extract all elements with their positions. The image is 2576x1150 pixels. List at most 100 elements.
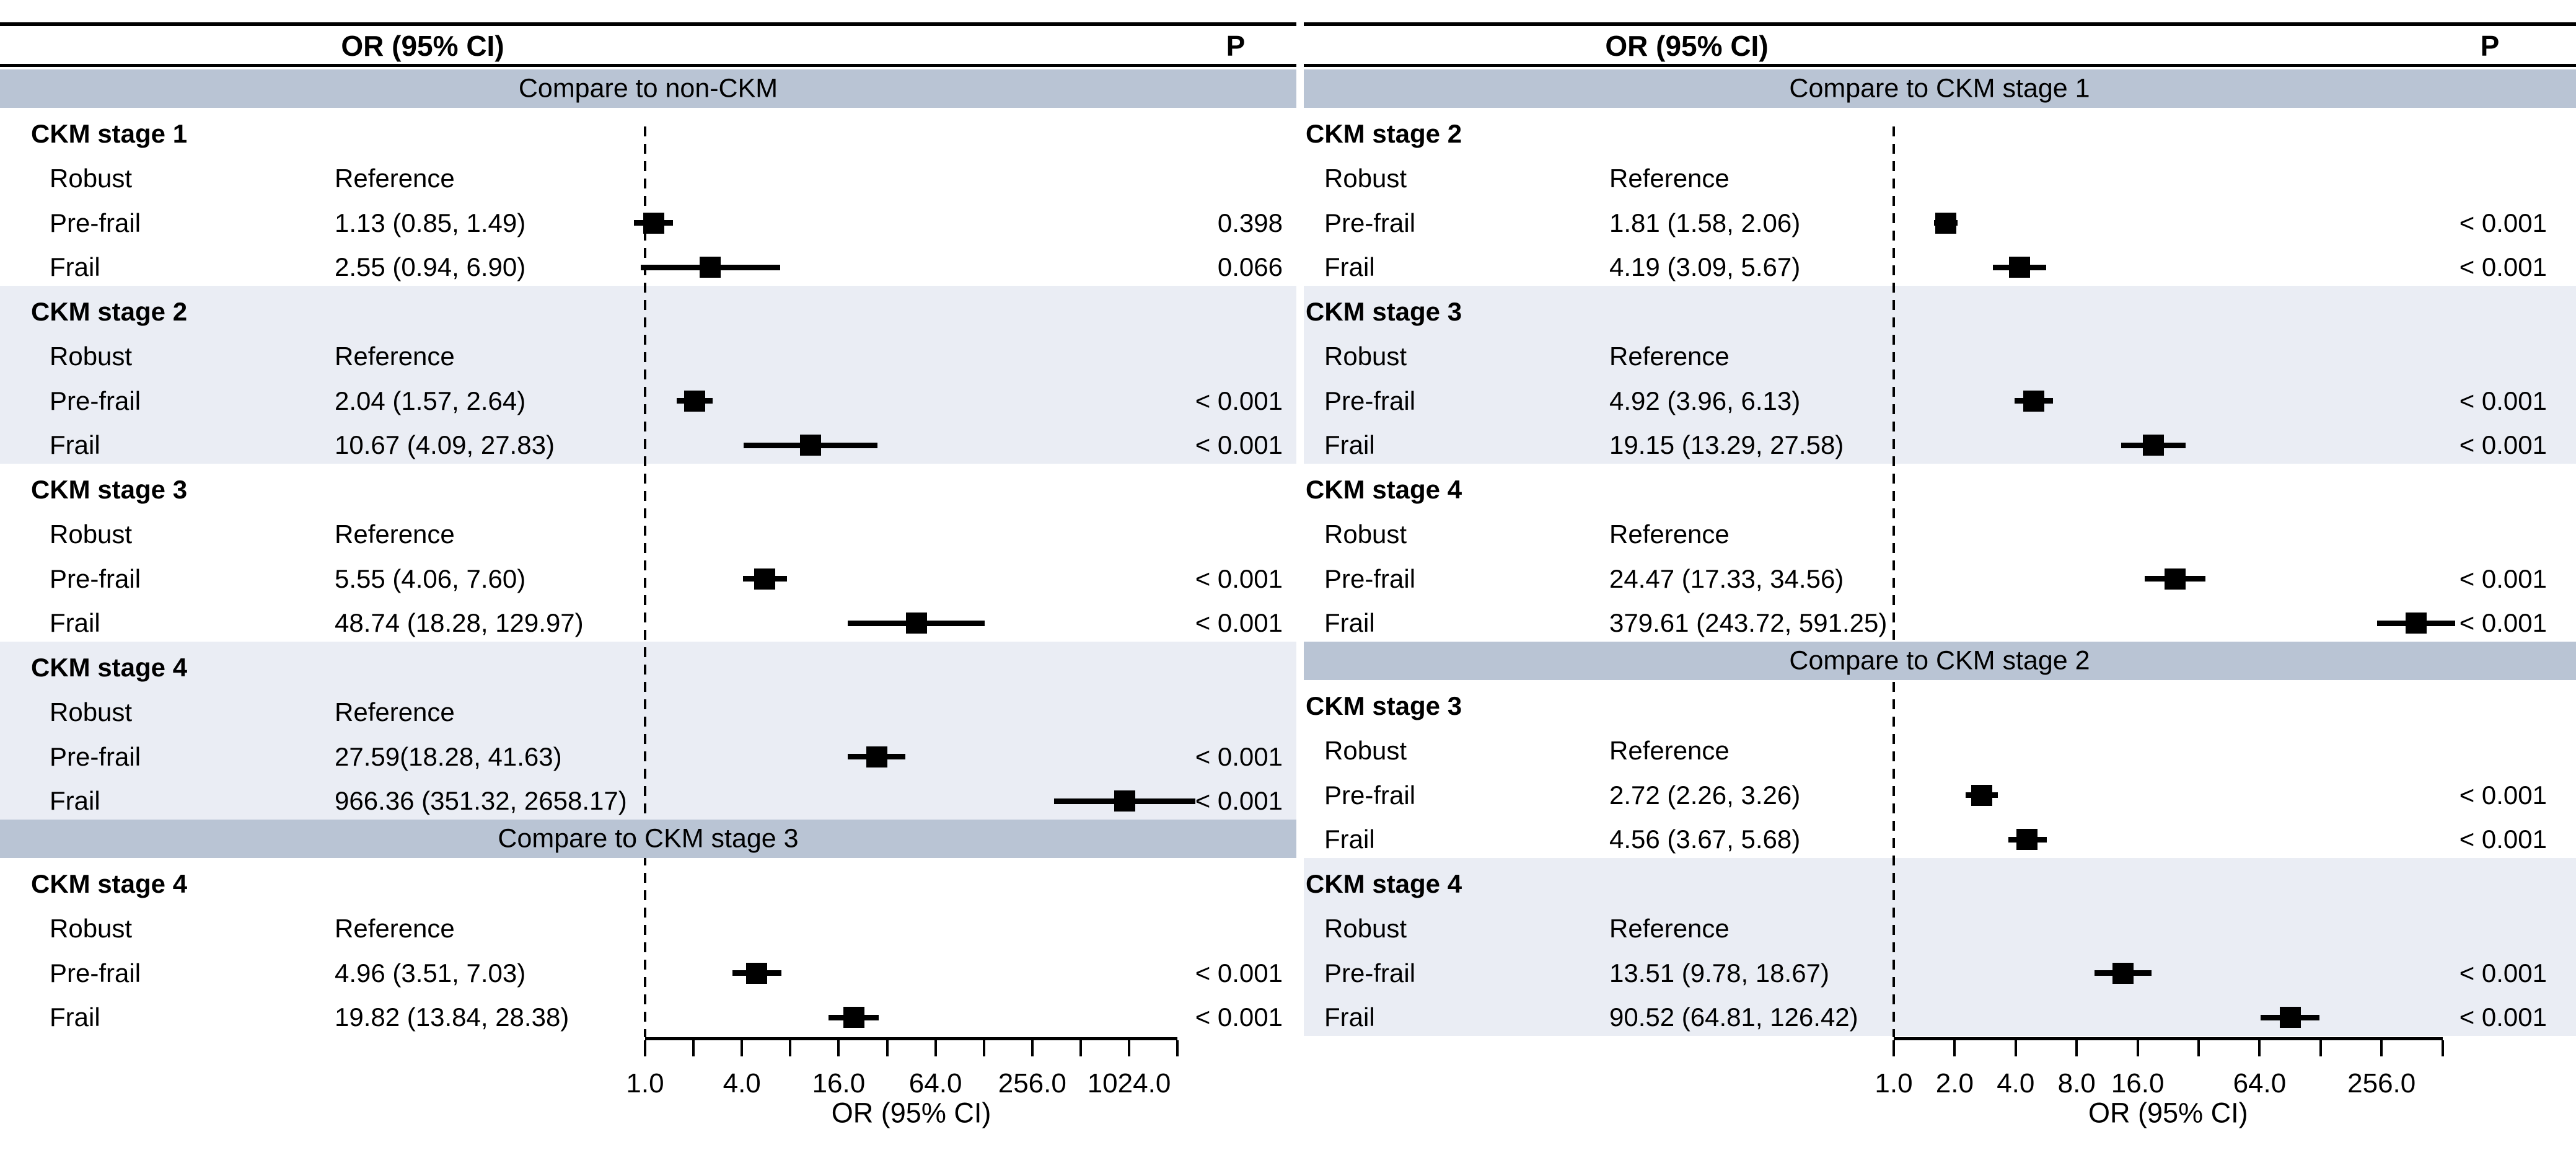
axis-tick [1953,1040,1956,1056]
or-marker [643,212,664,234]
axis-tick [837,1040,840,1056]
group-background [1304,286,2576,464]
comparison-band: Compare to non-CKM [0,69,1296,108]
p-value: 0.398 [1217,208,1283,237]
p-value: < 0.001 [2459,564,2547,593]
p-column-header: P [2480,30,2500,62]
comparison-band: Compare to CKM stage 3 [0,820,1296,858]
axis-tick [2441,1040,2444,1056]
axis-tick [886,1040,889,1056]
row-label: Frail [1324,1002,1375,1032]
or-marker [2112,962,2134,984]
group-label: CKM stage 4 [1306,869,1462,898]
axis-tick [692,1040,695,1056]
axis-tick [2197,1040,2200,1056]
or-marker [905,613,927,634]
p-value: < 0.001 [1195,786,1283,816]
or-value: Reference [335,341,455,371]
p-column-header: P [1226,30,1246,62]
row-label: Frail [1324,608,1375,638]
group-label: CKM stage 3 [1306,691,1462,720]
row-label: Pre-frail [1324,208,1416,237]
p-value: < 0.001 [1195,958,1283,988]
p-value: < 0.001 [1195,430,1283,460]
row-label: Pre-frail [50,741,141,771]
or-value: Reference [335,163,455,193]
or-marker [1971,784,1993,806]
p-value: < 0.001 [2459,825,2547,854]
or-marker [754,568,776,590]
group-background [1304,858,2576,1036]
p-value: < 0.001 [2459,430,2547,460]
or-marker [799,435,821,456]
axis-tick-label: 16.0 [812,1068,866,1099]
row-label: Robust [50,163,133,193]
p-value: < 0.001 [1195,608,1283,638]
row-label: Pre-frail [1324,958,1416,988]
or-value: 48.74 (18.28, 129.97) [335,608,584,638]
group-label: CKM stage 3 [1306,297,1462,326]
axis-title: OR (95% CI) [2088,1097,2248,1129]
or-value: 90.52 (64.81, 126.42) [1609,1002,1858,1032]
row-label: Robust [1324,163,1407,193]
p-value: < 0.001 [2459,608,2547,638]
group-label: CKM stage 4 [31,869,188,898]
or-column-header: OR (95% CI) [341,30,504,62]
axis-tick-label: 1024.0 [1087,1068,1171,1099]
p-value: < 0.001 [2459,252,2547,282]
comparison-band: Compare to CKM stage 1 [1304,69,2576,108]
or-marker [866,746,887,767]
comparison-band: Compare to CKM stage 2 [1304,642,2576,680]
p-value: < 0.001 [1195,1002,1283,1032]
p-value: < 0.001 [2459,780,2547,810]
axis-tick [741,1040,744,1056]
or-value: Reference [335,913,455,943]
p-value: < 0.001 [1195,564,1283,593]
axis-tick-label: 2.0 [1935,1068,1974,1099]
row-label: Pre-frail [1324,564,1416,593]
or-value: 4.96 (3.51, 7.03) [335,958,526,988]
or-value: 379.61 (243.72, 591.25) [1609,608,1888,638]
comparison-band-label: Compare to CKM stage 1 [1789,73,2090,104]
or-value: 4.56 (3.67, 5.68) [1609,825,1801,854]
row-label: Frail [50,608,100,638]
axis-tick [2258,1040,2261,1056]
p-value: < 0.001 [1195,741,1283,771]
or-value: 2.72 (2.26, 3.26) [1609,780,1801,810]
top-rule [0,22,1296,26]
or-value: Reference [335,519,455,549]
or-marker [746,962,768,984]
or-value: 4.92 (3.96, 6.13) [1609,386,1801,415]
axis-tick [1892,1040,1895,1056]
axis-tick [2075,1040,2078,1056]
row-label: Frail [1324,825,1375,854]
or-value: 19.15 (13.29, 27.58) [1609,430,1844,460]
row-label: Frail [1324,430,1375,460]
header-rule [0,64,1296,67]
top-rule [1304,22,2576,26]
or-marker [700,257,721,278]
axis-title: OR (95% CI) [831,1097,991,1129]
row-label: Pre-frail [50,564,141,593]
or-value: 5.55 (4.06, 7.60) [335,564,526,593]
axis-tick [2319,1040,2322,1056]
or-value: 2.55 (0.94, 6.90) [335,252,526,282]
or-marker [843,1007,864,1028]
reference-dashed-line [1892,126,1895,1037]
or-marker [2023,390,2045,412]
or-value: Reference [1609,519,1730,549]
or-value: 1.13 (0.85, 1.49) [335,208,526,237]
axis-tick-label: 1.0 [626,1068,664,1099]
or-value: 27.59(18.28, 41.63) [335,741,562,771]
axis-tick [1128,1040,1130,1056]
axis-tick-label: 16.0 [2111,1068,2165,1099]
axis-line [645,1037,1178,1040]
axis-tick [2136,1040,2139,1056]
axis-tick-label: 4.0 [723,1068,761,1099]
row-label: Frail [50,786,100,816]
or-value: Reference [1609,341,1730,371]
or-marker [1114,790,1136,812]
p-value: < 0.001 [2459,386,2547,415]
axis-tick [2014,1040,2017,1056]
